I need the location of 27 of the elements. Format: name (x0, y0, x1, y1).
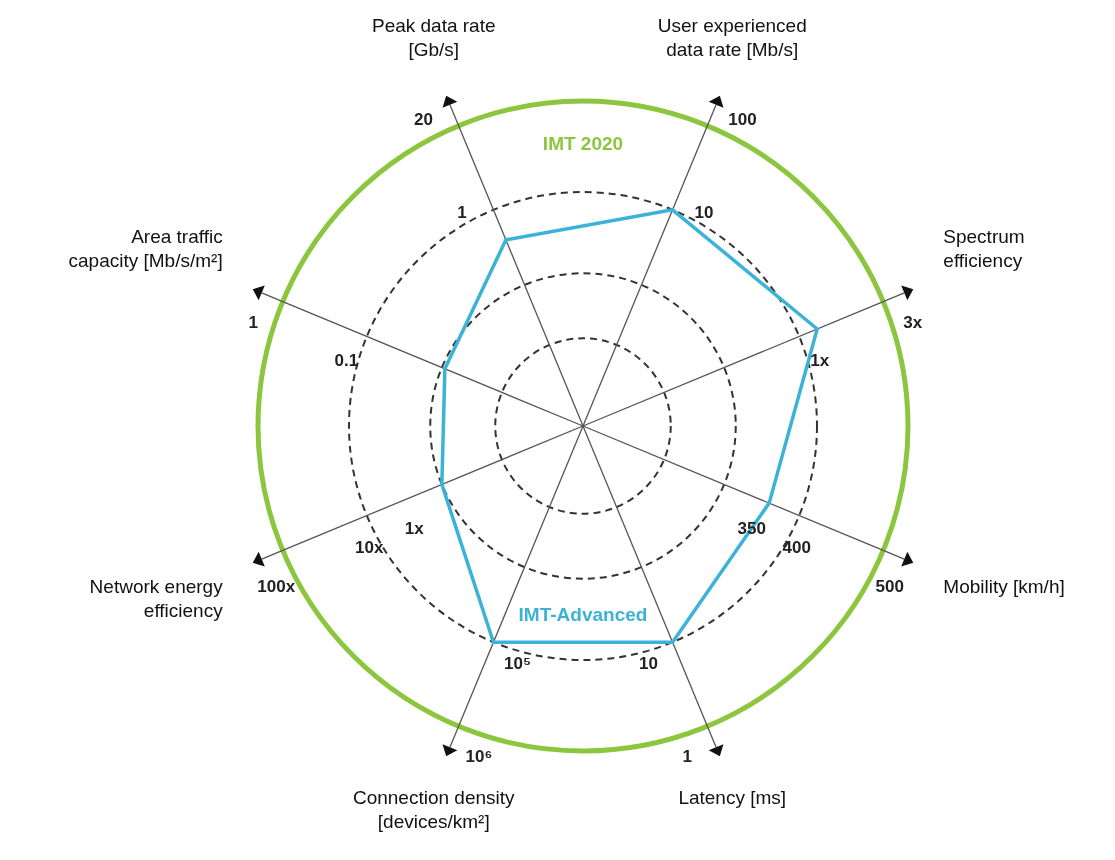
text: IMT 2020 (542, 132, 624, 154)
spoke-label: Area traffic capacity [Mb/s/m²] (68, 225, 223, 271)
text: 100 (728, 110, 757, 130)
text: 20 (413, 110, 433, 130)
spoke-label: Network energy efficiency (89, 576, 224, 622)
spoke-label: Connection density [devices/km²] (352, 787, 516, 833)
text: 1 (248, 312, 258, 332)
text: 1 (457, 203, 467, 223)
spoke-label: User experienced data rate [Mb/s] (657, 14, 807, 60)
spoke-label: Peak data rate [Gb/s] (371, 14, 496, 60)
text: 100x (257, 576, 296, 596)
text: 1x (810, 351, 830, 371)
text: 10 (694, 203, 714, 223)
text: 10⁶ (465, 746, 493, 766)
text: 10 (639, 653, 659, 673)
text: 10x (355, 538, 384, 557)
text: 10⁵ (503, 653, 531, 673)
spoke-label: Latency [ms] (678, 787, 787, 809)
text: 1x (404, 519, 424, 539)
text: 500 (875, 576, 904, 596)
series-label: IMT-Advanced (518, 604, 648, 625)
spoke-label: Spectrum efficiency (943, 225, 1025, 271)
text: 3x (903, 312, 923, 332)
text: 400 (782, 538, 811, 557)
text: 1 (682, 746, 692, 766)
text: 0.1 (334, 351, 359, 371)
spoke-label: Mobility [km/h] (943, 576, 1065, 598)
